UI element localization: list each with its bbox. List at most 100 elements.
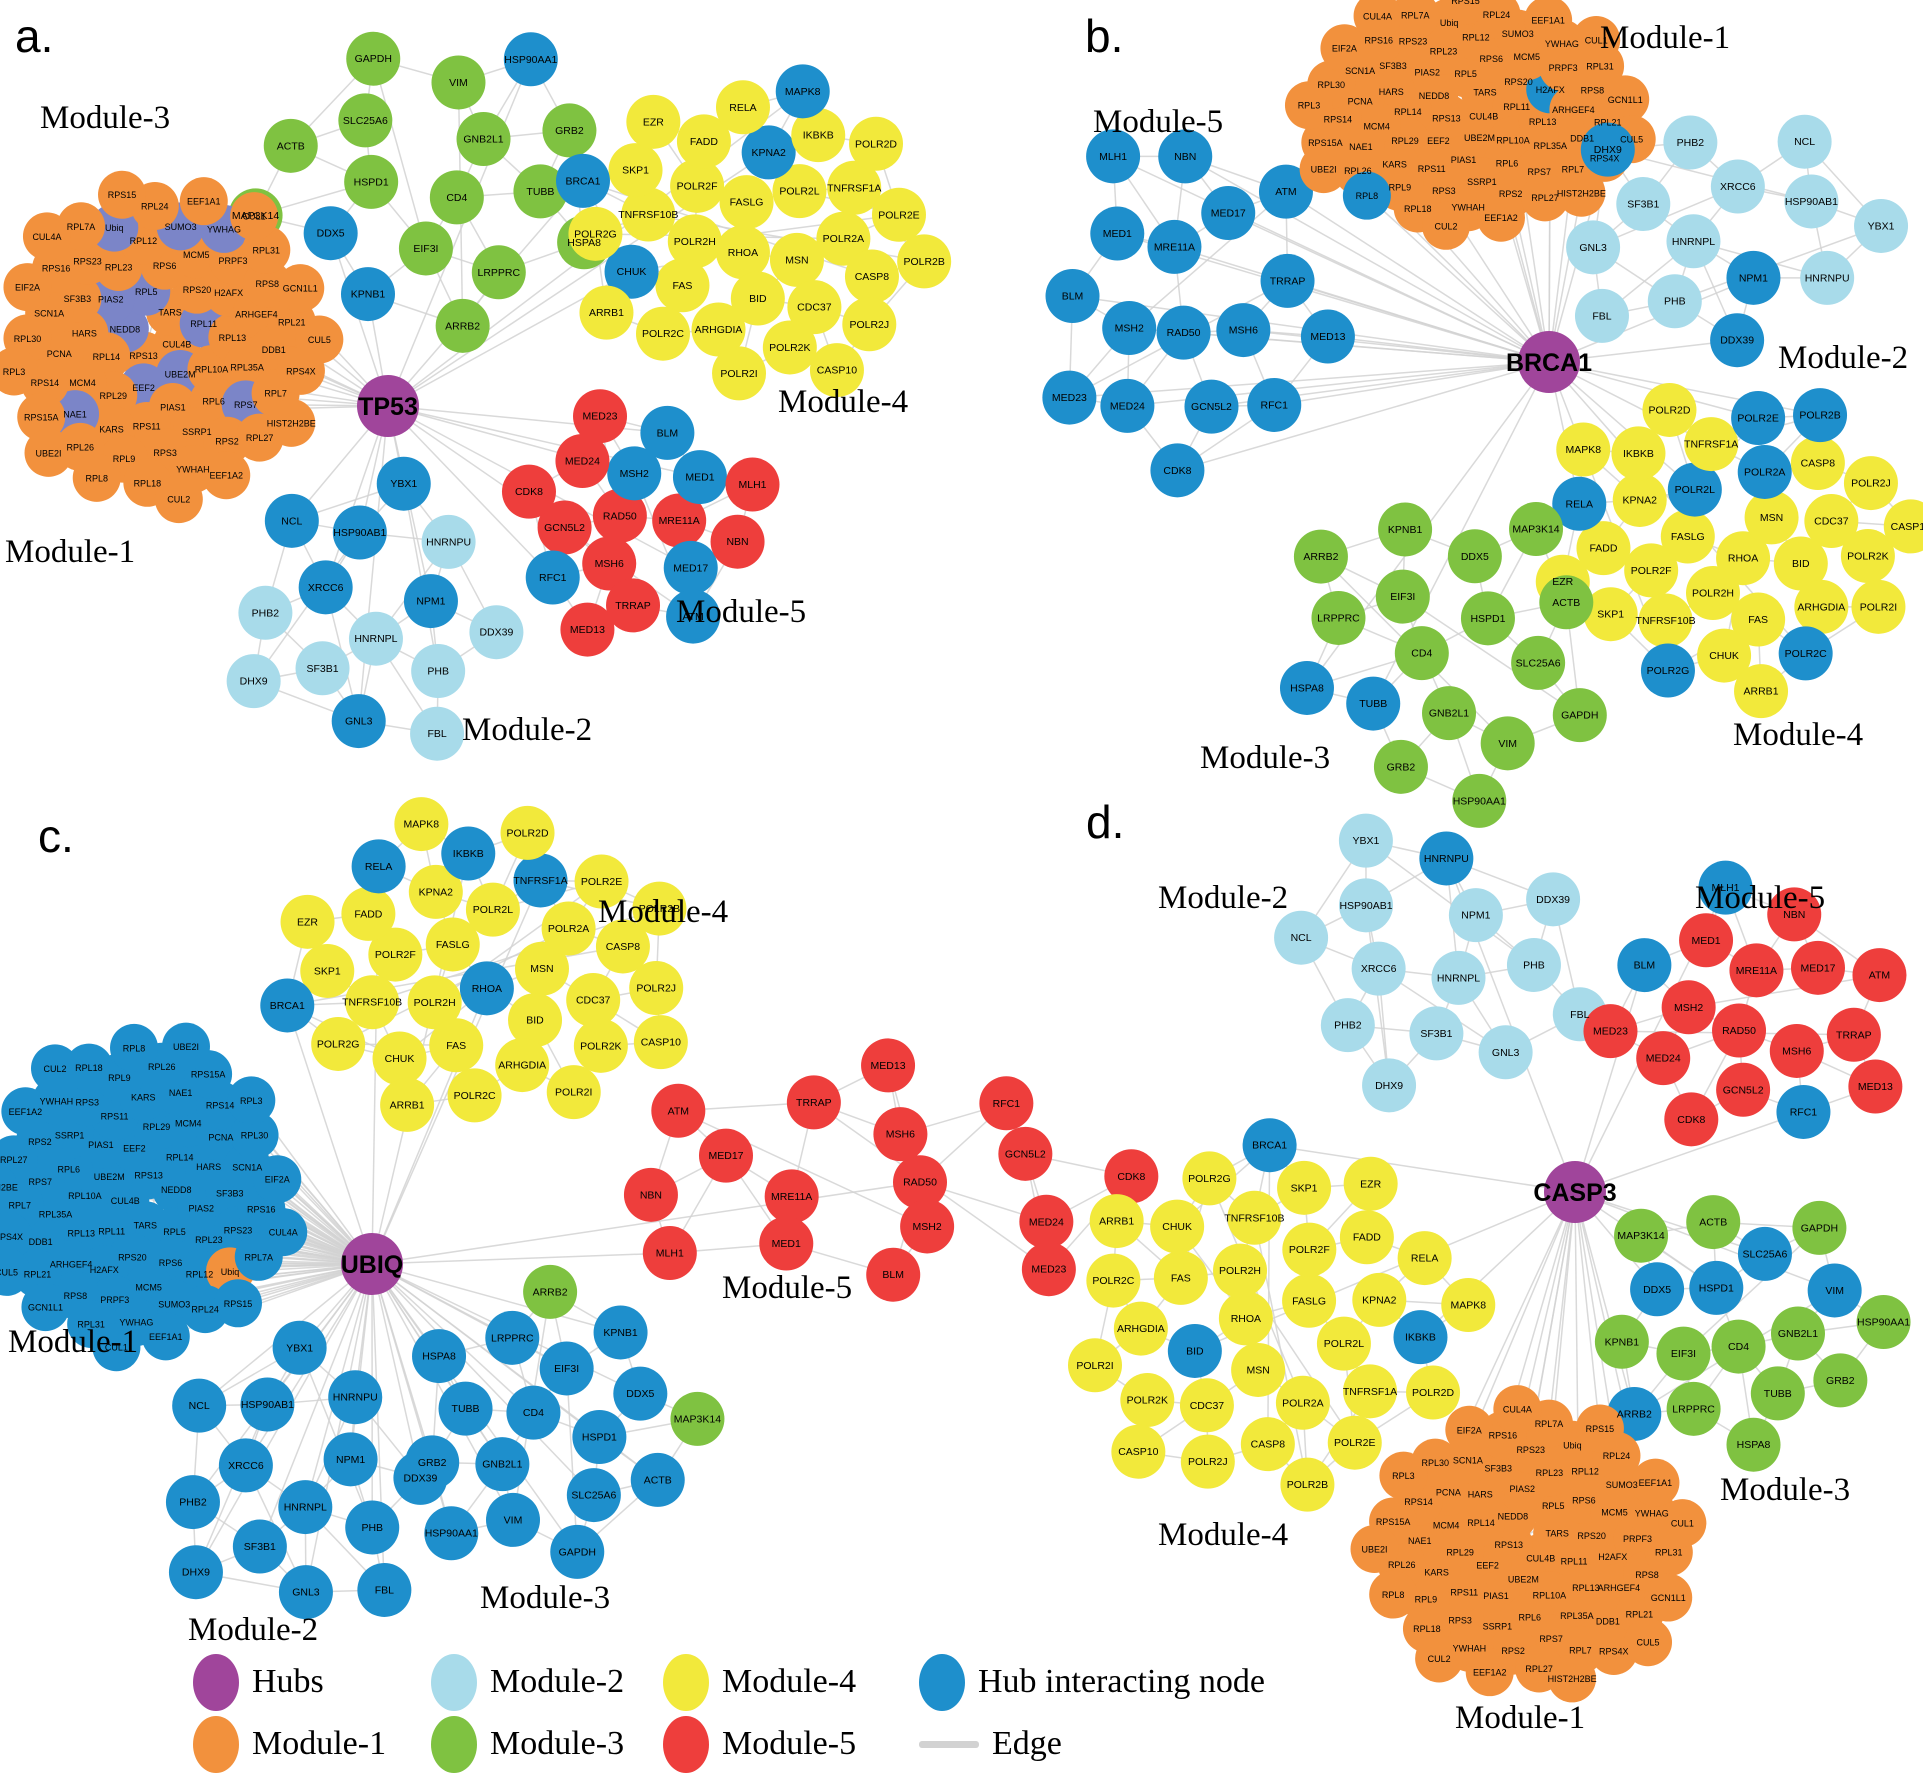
node-NCL[interactable]	[172, 1378, 227, 1433]
node-MED23[interactable]	[1042, 370, 1097, 425]
node-POLR2D[interactable]	[500, 805, 555, 860]
node-CASP10[interactable]	[1883, 499, 1923, 554]
node-DDX5[interactable]	[1630, 1262, 1685, 1317]
node-YBX1[interactable]	[1854, 198, 1909, 253]
node-RPL27[interactable]	[1521, 173, 1570, 222]
node-SLC25A6[interactable]	[566, 1468, 621, 1523]
node-GAPDH[interactable]	[1552, 688, 1607, 743]
node-RAD50[interactable]	[1712, 1003, 1767, 1058]
node-CDK8[interactable]	[501, 464, 556, 519]
node-TUBB[interactable]	[438, 1381, 493, 1436]
node-MRE11A[interactable]	[1729, 943, 1784, 998]
node-POLR2H[interactable]	[1685, 566, 1740, 621]
node-HIST2H2BE[interactable]	[1548, 1654, 1597, 1703]
node-POLR2L[interactable]	[772, 164, 827, 219]
node-KPNB1[interactable]	[593, 1305, 648, 1360]
node-RELA[interactable]	[1397, 1231, 1452, 1286]
node-POLR2E[interactable]	[1731, 391, 1786, 446]
node-NCL[interactable]	[1274, 910, 1329, 965]
node-MSN[interactable]	[514, 941, 569, 996]
node-MED23[interactable]	[573, 389, 628, 444]
node-MAPK8[interactable]	[1556, 422, 1611, 477]
node-CASP8[interactable]	[844, 249, 899, 304]
node-POLR2E[interactable]	[574, 854, 629, 909]
node-BID[interactable]	[1773, 536, 1828, 591]
node-RPS15[interactable]	[98, 170, 147, 219]
node-TRRAP[interactable]	[606, 578, 661, 633]
node-POLR2A[interactable]	[1275, 1375, 1330, 1430]
node-POLR2A[interactable]	[1737, 444, 1792, 499]
node-MSH6[interactable]	[873, 1107, 928, 1162]
node-TRRAP[interactable]	[1260, 253, 1315, 308]
node-CDK8[interactable]	[1150, 443, 1205, 498]
node-NPM1[interactable]	[403, 574, 458, 629]
node-ARHGDIA[interactable]	[1113, 1301, 1168, 1356]
node-RFC1[interactable]	[1776, 1084, 1831, 1139]
node-MED23[interactable]	[1021, 1242, 1076, 1297]
node-SF3B1[interactable]	[1409, 1006, 1464, 1061]
node-NPM1[interactable]	[1726, 250, 1781, 305]
node-MED17[interactable]	[663, 540, 718, 595]
node-CDC37[interactable]	[1179, 1378, 1234, 1433]
node-CASP8[interactable]	[595, 919, 650, 974]
node-YBX1[interactable]	[376, 456, 431, 511]
node-EZR[interactable]	[280, 894, 335, 949]
node-CUL1[interactable]	[1658, 1499, 1707, 1548]
node-MED13[interactable]	[861, 1038, 916, 1093]
node-BLM[interactable]	[640, 405, 695, 460]
node-IKBKB[interactable]	[441, 826, 496, 881]
node-POLR2F[interactable]	[1624, 543, 1679, 598]
node-CUL4A[interactable]	[22, 212, 71, 261]
node-GCN1L1[interactable]	[276, 264, 325, 313]
node-POLR2A[interactable]	[541, 901, 596, 956]
node-MED17[interactable]	[1790, 940, 1845, 995]
node-MLH1[interactable]	[725, 457, 780, 512]
node-EEF1A2[interactable]	[1, 1087, 50, 1136]
node-BID[interactable]	[508, 993, 563, 1048]
node-YBX1[interactable]	[272, 1320, 327, 1375]
node-TUBB[interactable]	[1750, 1366, 1805, 1421]
node-EZR[interactable]	[626, 94, 681, 149]
node-HNRNPL[interactable]	[1666, 214, 1721, 269]
node-CD4[interactable]	[506, 1385, 561, 1440]
node-ATM[interactable]	[1852, 948, 1907, 1003]
node-RPL8[interactable]	[1369, 1570, 1418, 1619]
node-HNRNPU[interactable]	[421, 514, 476, 569]
node-SF3B1[interactable]	[1616, 177, 1671, 232]
node-KPNB1[interactable]	[1594, 1314, 1649, 1369]
node-RPL8[interactable]	[110, 1023, 159, 1072]
node-MAP3K14[interactable]	[670, 1391, 725, 1446]
node-CD4[interactable]	[1711, 1319, 1766, 1374]
node-MED13[interactable]	[560, 602, 615, 657]
node-MRE11A[interactable]	[764, 1169, 819, 1224]
node-CASP8[interactable]	[1240, 1417, 1295, 1472]
node-MED17[interactable]	[1201, 186, 1256, 241]
node-POLR2I[interactable]	[1068, 1338, 1123, 1393]
node-CUL4A[interactable]	[1493, 1385, 1542, 1434]
node-KPNB1[interactable]	[1378, 502, 1433, 557]
node-POLR2B[interactable]	[632, 881, 687, 936]
node-CHUK[interactable]	[1697, 628, 1752, 683]
node-CASP10[interactable]	[809, 343, 864, 398]
node-NBN[interactable]	[710, 514, 765, 569]
node-GRB2[interactable]	[1373, 739, 1428, 794]
node-MRE11A[interactable]	[1147, 219, 1202, 274]
node-GCN5L2[interactable]	[1716, 1062, 1771, 1117]
node-PHB2[interactable]	[1320, 998, 1375, 1053]
node-CUL1[interactable]	[230, 192, 279, 241]
node-DDX5[interactable]	[1447, 529, 1502, 584]
node-MSH2[interactable]	[607, 446, 662, 501]
node-PHB[interactable]	[1647, 274, 1702, 329]
node-TNFRSF10B[interactable]	[1227, 1190, 1282, 1245]
node-HIST2H2BE[interactable]	[267, 398, 316, 447]
node-POLR2H[interactable]	[667, 214, 722, 269]
node-BRCA1[interactable]	[1242, 1118, 1297, 1173]
node-RAD50[interactable]	[592, 488, 647, 543]
node-FAS[interactable]	[1731, 592, 1786, 647]
node-HSPD1[interactable]	[1689, 1260, 1744, 1315]
node-RHOA[interactable]	[715, 225, 770, 280]
node-EIF2A[interactable]	[1445, 1405, 1494, 1454]
node-MED24[interactable]	[1636, 1031, 1691, 1086]
node-HSP90AB1[interactable]	[332, 505, 387, 560]
node-POLR2B[interactable]	[1793, 388, 1848, 443]
